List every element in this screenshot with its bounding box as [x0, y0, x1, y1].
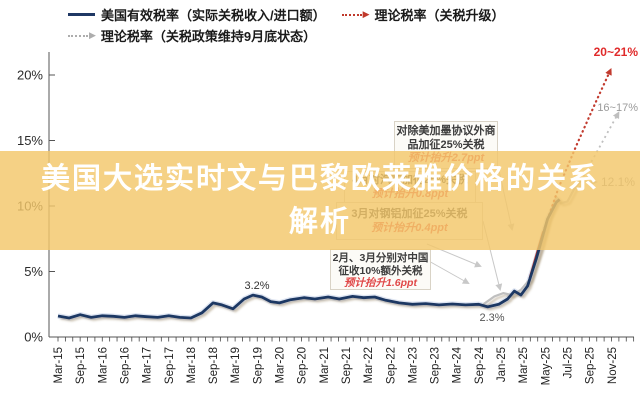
- red-dotted-marker-icon: [341, 13, 362, 16]
- annotation-title: 对除美加墨协议外商品加征25%关税: [396, 125, 496, 151]
- headline-line-2: 解析: [288, 205, 351, 238]
- y-tick-label: 15%: [17, 133, 43, 148]
- navy-line-marker-icon: [68, 13, 95, 16]
- x-tick-label: Jul-25: [562, 347, 574, 378]
- x-tick-label: Sep-16: [119, 347, 131, 384]
- x-tick-label: May-25: [540, 347, 552, 385]
- x-tick-label: Sep-22: [385, 347, 397, 384]
- effective-rate-line: [57, 198, 561, 320]
- legend-item-theoretical-september: ▶ 理论税率（关税政策维持9月底状态）: [68, 26, 316, 45]
- value-label: 3.2%: [244, 280, 269, 292]
- x-tick-label: Mar-22: [363, 347, 375, 383]
- x-tick-label: Mar-25: [518, 347, 530, 383]
- legend-item-theoretical-escalation: ▶ 理论税率（关税升级）: [341, 5, 505, 24]
- annotation-box-china-extra-tariff: 2月、3月分别对中国征收10%额外关税 预计抬升1.6ppt: [330, 249, 431, 290]
- y-tick-label: 5%: [24, 264, 43, 279]
- value-label: 2.3%: [479, 312, 504, 324]
- legend-label: 美国有效税率（实际关税收入/进口额）: [101, 8, 326, 23]
- red-arrow-icon: ▶: [362, 9, 370, 19]
- x-tick-label: Mar-21: [319, 347, 331, 383]
- x-tick-label: Mar-18: [186, 347, 198, 383]
- x-tick-label: Sep-25: [585, 347, 597, 384]
- gray-arrow-icon: ▶: [89, 30, 96, 40]
- x-tick-label: Mar-20: [275, 347, 287, 383]
- x-tick-label: Sep-20: [297, 347, 309, 384]
- legend-label: 理论税率（关税升级）: [374, 8, 505, 23]
- annotation-connector-arrow: [426, 259, 470, 284]
- x-tick-label: Mar-24: [452, 346, 464, 383]
- x-tick-label: Mar-15: [53, 347, 65, 383]
- x-minor-ticks: [57, 337, 635, 342]
- x-tick-label: Sep-24: [474, 346, 486, 384]
- y-tick-label: 20%: [17, 68, 43, 83]
- x-tick-label: Sep-17: [164, 347, 176, 384]
- legend-row-1: 美国有效税率（实际关税收入/进口额） ▶ 理论税率（关税升级）: [68, 5, 521, 24]
- headline-line-1: 美国大选实时文与巴黎欧莱雅价格的关系: [40, 162, 599, 195]
- value-label: 20~21%: [594, 45, 639, 59]
- legend-item-effective-rate: 美国有效税率（实际关税收入/进口额）: [68, 5, 326, 24]
- gray-dotted-marker-icon: [68, 34, 88, 37]
- x-tick-label: Mar-17: [142, 347, 154, 383]
- value-label: 16~17%: [597, 102, 638, 114]
- x-tick-label: Mar-23: [407, 347, 419, 383]
- x-tick-label: Sep-18: [208, 347, 220, 384]
- x-tick-label: Nov-25: [607, 347, 619, 384]
- x-tick-label: Sep-19: [252, 347, 264, 384]
- x-tick-label: Sep-23: [430, 347, 442, 384]
- x-tick-label: Mar-16: [97, 347, 109, 383]
- headline-overlay-banner: 美国大选实时文与巴黎欧莱雅价格的关系 解析: [0, 151, 640, 250]
- legend-label: 理论税率（关税政策维持9月底状态）: [100, 29, 317, 44]
- x-tick-label: Sep-21: [341, 347, 353, 384]
- x-tick-label: Mar-19: [230, 347, 242, 383]
- legend-row-2: ▶ 理论税率（关税政策维持9月底状态）: [68, 26, 332, 45]
- x-tick-label: Jan-25: [496, 347, 508, 382]
- y-tick-label: 0%: [24, 330, 43, 345]
- annotation-title: 2月、3月分别对中国征收10%额外关税: [332, 252, 429, 277]
- x-tick-label: Sep-15: [75, 347, 87, 384]
- annotation-estimate: 预计抬升1.6ppt: [344, 277, 417, 289]
